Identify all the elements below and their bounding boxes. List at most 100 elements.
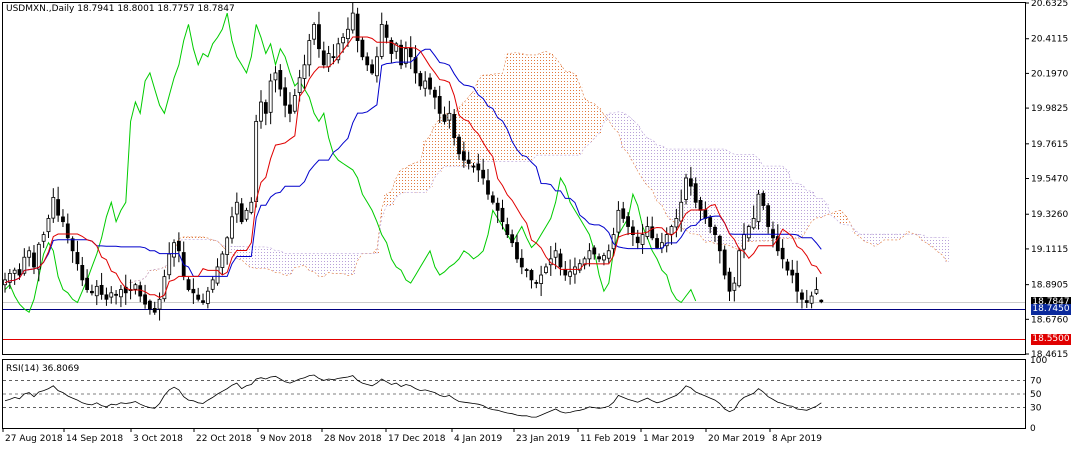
cloud-segment bbox=[635, 124, 641, 172]
cloud-segment bbox=[553, 57, 559, 156]
cloud-segment bbox=[442, 113, 447, 167]
candle-body bbox=[737, 250, 742, 287]
candle-body bbox=[587, 250, 592, 260]
cloud-segment bbox=[649, 139, 655, 190]
ichimoku-cloud bbox=[128, 51, 950, 284]
candle-body bbox=[61, 216, 65, 223]
senkou-span-b bbox=[130, 111, 947, 283]
candle-body bbox=[669, 226, 674, 235]
time-tick-label: 14 Sep 2018 bbox=[66, 434, 123, 444]
candle-body bbox=[795, 272, 800, 292]
cloud-segment bbox=[707, 149, 713, 242]
candle-body bbox=[413, 57, 418, 74]
candle-body bbox=[466, 159, 471, 164]
cloud-segment bbox=[514, 52, 520, 162]
kijun-sen bbox=[4, 48, 822, 284]
cloud-segment bbox=[567, 71, 573, 156]
candle-body bbox=[500, 207, 505, 223]
cloud-segment bbox=[881, 234, 887, 240]
candle-body bbox=[717, 235, 722, 252]
candle-body bbox=[471, 165, 476, 168]
time-tick-label: 22 Oct 2018 bbox=[196, 434, 252, 444]
candle-body bbox=[688, 178, 693, 187]
candle-body bbox=[674, 218, 679, 228]
cloud-segment bbox=[929, 237, 935, 247]
cloud-segment bbox=[398, 169, 404, 194]
cloud-segment bbox=[292, 253, 298, 268]
candle-body bbox=[46, 218, 51, 233]
candle-body bbox=[365, 56, 370, 66]
candle-body bbox=[384, 24, 389, 38]
cloud-segment bbox=[809, 190, 815, 222]
candle-body bbox=[75, 252, 80, 265]
cloud-segment bbox=[944, 237, 950, 262]
time-tick-label: 3 Oct 2018 bbox=[133, 434, 183, 444]
candle-body bbox=[780, 247, 785, 260]
candle-body bbox=[558, 253, 563, 268]
candle-body bbox=[201, 300, 205, 303]
candle-body bbox=[225, 237, 230, 255]
rsi-tick-label: 0 bbox=[1030, 424, 1036, 434]
candle-body bbox=[119, 289, 123, 298]
cloud-segment bbox=[780, 166, 786, 239]
price-tick-label: 19.1115 bbox=[1031, 245, 1068, 255]
time-tick-label: 1 Mar 2019 bbox=[643, 434, 695, 444]
cloud-segment bbox=[297, 253, 303, 267]
candle-body bbox=[814, 289, 819, 294]
cloud-segment bbox=[630, 120, 636, 163]
candle-body bbox=[336, 43, 341, 61]
candle-body bbox=[452, 114, 457, 138]
cloud-segment bbox=[258, 246, 264, 269]
cloud-segment bbox=[248, 246, 254, 268]
cloud-segment bbox=[722, 149, 728, 245]
candle-body bbox=[36, 243, 41, 270]
candle-body bbox=[573, 266, 577, 275]
cloud-segment bbox=[364, 253, 370, 255]
candle-body bbox=[616, 209, 621, 233]
cloud-segment bbox=[282, 253, 288, 276]
candle-body bbox=[529, 270, 534, 281]
candle-body bbox=[495, 202, 500, 211]
price-tick-label: 19.5470 bbox=[1031, 175, 1068, 185]
candle-body bbox=[761, 193, 766, 206]
candle-body bbox=[693, 183, 698, 203]
cloud-segment bbox=[205, 238, 211, 240]
candle-body bbox=[278, 70, 283, 90]
cloud-segment bbox=[181, 236, 187, 240]
rsi-line bbox=[4, 374, 822, 418]
cloud-segment bbox=[871, 234, 877, 247]
cloud-segment bbox=[413, 162, 418, 193]
candle-body bbox=[423, 80, 428, 89]
candle-body bbox=[220, 253, 225, 268]
price-tick-label: 18.8905 bbox=[1031, 281, 1068, 291]
candle-body bbox=[708, 217, 713, 227]
candle-body bbox=[205, 290, 210, 304]
candle-body bbox=[22, 256, 27, 274]
cloud-segment bbox=[302, 253, 307, 266]
candle-body bbox=[292, 95, 297, 112]
cloud-segment bbox=[384, 193, 389, 206]
candle-body bbox=[283, 87, 288, 106]
candle-body bbox=[331, 56, 336, 59]
candle-body bbox=[143, 294, 147, 305]
time-tick-label: 11 Feb 2019 bbox=[580, 434, 636, 444]
candle-body bbox=[399, 44, 403, 66]
candle-body bbox=[133, 284, 138, 290]
cloud-segment bbox=[823, 202, 829, 215]
candle-body bbox=[732, 282, 737, 291]
cloud-segment bbox=[422, 141, 428, 193]
cloud-segment bbox=[524, 54, 530, 162]
time-axis: 27 Aug 2018 14 Sep 2018 3 Oct 2018 22 Oct 2… bbox=[2, 428, 822, 444]
time-tick-label: 27 Aug 2018 bbox=[5, 434, 63, 444]
cloud-segment bbox=[543, 51, 549, 156]
cloud-segment bbox=[852, 229, 858, 234]
hline-price-tag-blue: 18.7450 bbox=[1031, 304, 1071, 315]
candle-body bbox=[114, 293, 118, 296]
candle-body bbox=[360, 39, 365, 58]
cloud-segment bbox=[475, 79, 481, 162]
horizontal-lines bbox=[3, 302, 1025, 340]
candle-body bbox=[210, 279, 215, 290]
cloud-segment bbox=[200, 236, 206, 240]
cloud-segment bbox=[244, 246, 249, 265]
